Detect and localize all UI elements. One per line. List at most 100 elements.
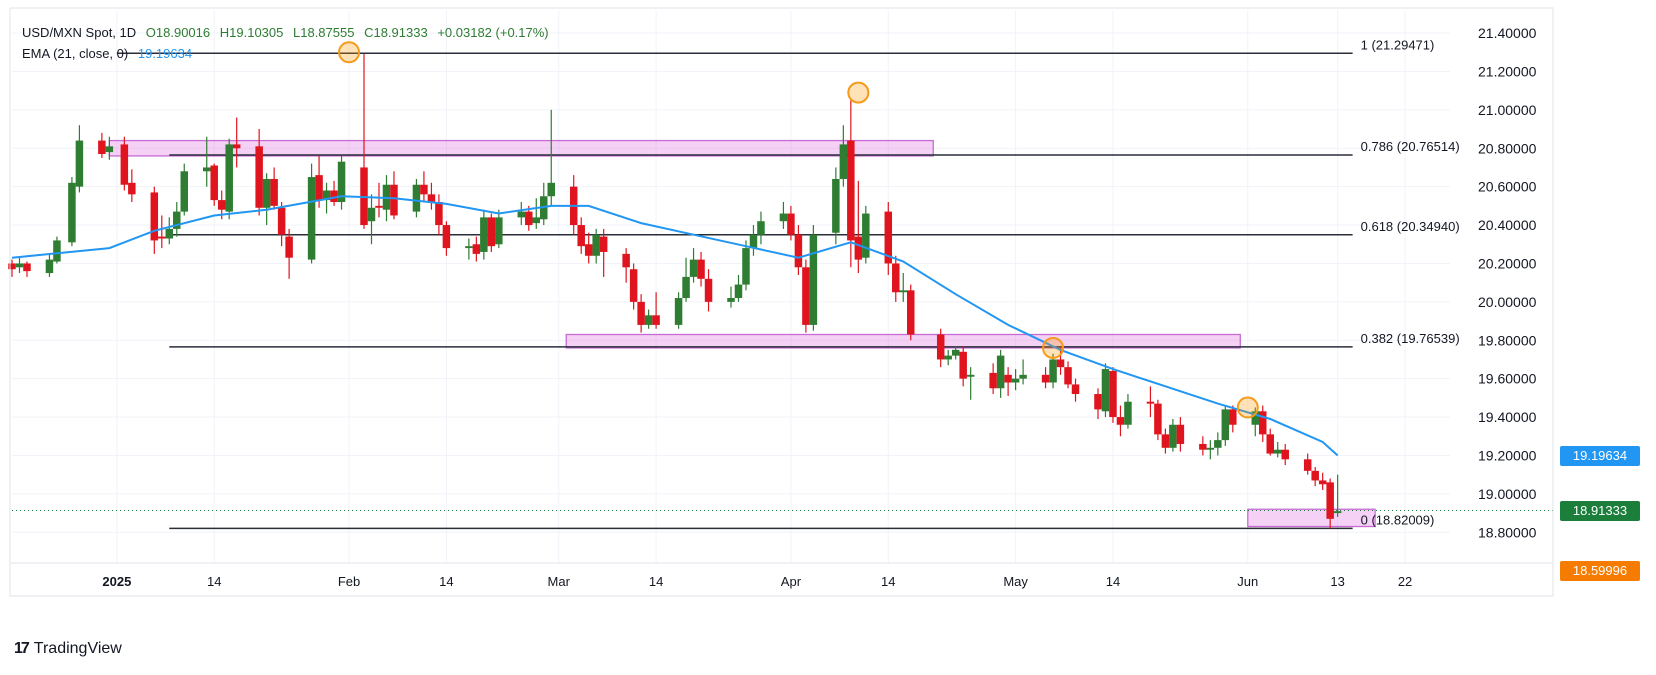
x-tick-label: 14 <box>881 574 895 589</box>
high-value: H19.10305 <box>219 25 284 40</box>
candle-body <box>1161 434 1170 448</box>
candle-body <box>1221 409 1230 441</box>
candle-body <box>884 211 893 264</box>
candle-body <box>1303 459 1312 471</box>
candle-body <box>794 234 803 268</box>
low-value: L18.87555 <box>293 25 355 40</box>
candle-body <box>173 211 181 229</box>
candle-body <box>644 315 653 325</box>
candle-body <box>277 207 286 235</box>
candle-body <box>75 140 84 187</box>
candle-body <box>472 244 481 254</box>
candle-body <box>1019 374 1027 379</box>
candle-body <box>936 334 945 360</box>
x-tick-label: Jun <box>1237 574 1258 589</box>
candle-body <box>532 217 541 224</box>
y-tick-label: 20.40000 <box>1478 217 1537 233</box>
candle-body <box>787 213 795 235</box>
candle-body <box>262 178 271 208</box>
candle-body <box>465 246 473 249</box>
candle-body <box>1318 480 1327 485</box>
zones <box>108 139 1376 528</box>
candle-body <box>517 211 526 218</box>
fib-levels: 1 (21.29471) 0.786 (20.76514) 0.618 (20.34… <box>12 37 1553 530</box>
candle-body <box>270 178 278 206</box>
candle-body <box>1101 369 1110 412</box>
candle-body <box>742 248 750 285</box>
candle-body <box>337 161 346 203</box>
candle-body <box>1259 411 1267 435</box>
fib-label: 0 (18.82009) <box>1361 512 1435 527</box>
y-tick-label: 20.80000 <box>1478 140 1537 156</box>
candle-body <box>53 240 61 262</box>
x-tick-label: 14 <box>649 574 663 589</box>
ema-label: EMA (21, close, 0) <box>22 46 129 61</box>
y-tick-label: 19.40000 <box>1478 409 1537 425</box>
candle-body <box>599 236 608 252</box>
candle-body <box>23 263 31 272</box>
candle-body <box>1056 359 1065 368</box>
candle-body <box>150 192 159 241</box>
candle-body <box>525 211 533 226</box>
candle-body <box>307 177 316 260</box>
x-tick-label: Mar <box>548 574 571 589</box>
chart-frame <box>9 7 1554 597</box>
candle-body <box>202 167 211 172</box>
candle-body <box>966 374 975 377</box>
candle-body <box>1146 401 1155 404</box>
swing-marker <box>1042 336 1065 359</box>
candle-body <box>862 213 870 258</box>
candle-body <box>689 259 698 277</box>
candle-body <box>892 263 900 293</box>
candle-body <box>1109 370 1117 418</box>
candles <box>8 54 1342 529</box>
candle-body <box>1116 417 1125 425</box>
candle-body <box>442 225 451 249</box>
candle-body <box>427 194 436 203</box>
candle-body <box>802 267 810 325</box>
x-tick-label: 14 <box>207 574 221 589</box>
candle-body <box>45 259 54 274</box>
candle-body <box>255 146 263 208</box>
candle-body <box>1214 440 1222 448</box>
axes: 18.80000 19.00000 19.20000 19.40000 19.60000… <box>9 7 1554 597</box>
candle-body <box>839 144 848 179</box>
candle-body <box>577 225 585 247</box>
fib-label: 0.786 (20.76514) <box>1361 139 1460 154</box>
last-price-tag: 18.91333 <box>1560 500 1640 521</box>
candle-body <box>1041 374 1050 383</box>
candle-body <box>1011 378 1020 383</box>
candle-body <box>622 253 630 268</box>
candle-body <box>547 182 555 197</box>
candle-body <box>1064 367 1072 385</box>
markers <box>338 41 1259 419</box>
low-price-tag: 18.59996 <box>1560 560 1640 581</box>
price-zone <box>565 333 1241 349</box>
y-tick-label: 21.40000 <box>1478 25 1537 41</box>
candle-body <box>944 355 952 360</box>
tradingview-brand[interactable]: 17 TradingView <box>14 640 122 658</box>
tradingview-logo: 17 <box>14 640 30 657</box>
candle-body <box>727 298 735 302</box>
y-tick-label: 19.80000 <box>1478 332 1537 348</box>
candle-body <box>8 263 16 270</box>
candle-body <box>832 178 840 233</box>
candle-body <box>480 217 488 252</box>
x-tick-label: 13 <box>1330 574 1344 589</box>
fib-label: 0.618 (20.34940) <box>1361 219 1460 234</box>
fib-label: 0.382 (19.76539) <box>1361 331 1460 346</box>
candle-body <box>959 351 967 379</box>
candle-body <box>1199 443 1207 450</box>
candle-body <box>217 200 226 210</box>
ema-price-tag: 19.19634 <box>1560 446 1640 467</box>
ema-value: 19.19634 <box>137 46 193 61</box>
swing-marker <box>338 41 361 64</box>
candle-body <box>15 263 24 268</box>
y-tick-label: 20.20000 <box>1478 255 1537 271</box>
y-tick-label: 19.20000 <box>1478 447 1537 463</box>
candle-body <box>697 259 705 279</box>
candle-body <box>375 205 383 208</box>
candle-body <box>996 355 1005 389</box>
candle-body <box>592 234 600 256</box>
